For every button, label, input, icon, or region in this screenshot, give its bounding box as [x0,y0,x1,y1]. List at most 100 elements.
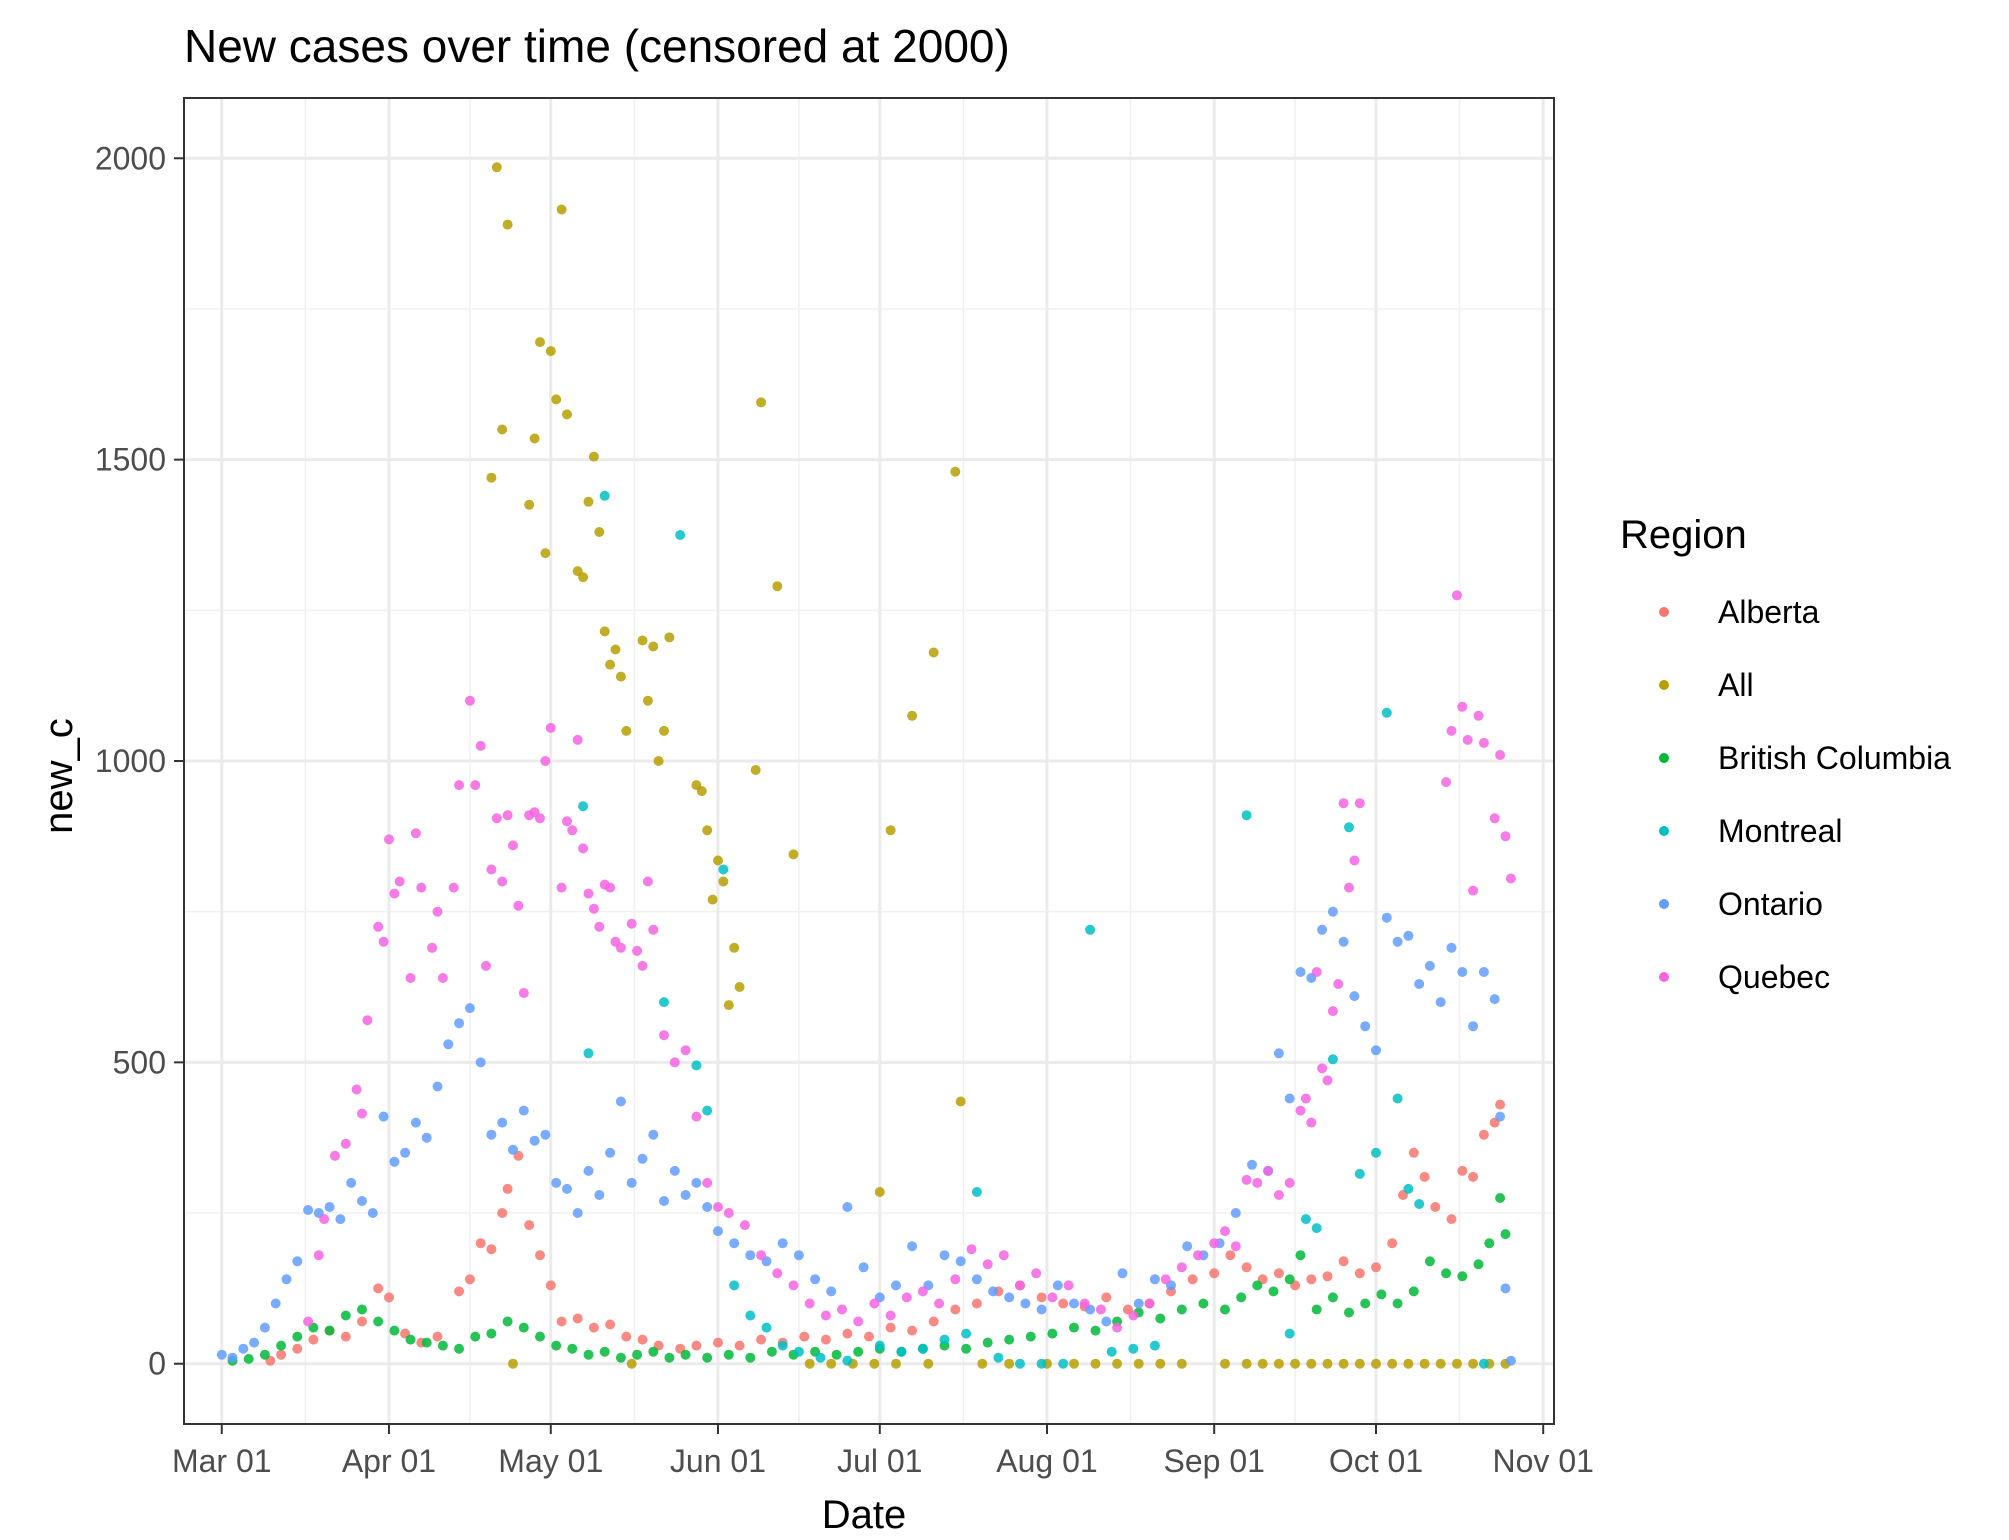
data-point [346,1177,357,1188]
data-point [1133,1298,1144,1309]
data-point [1441,1268,1452,1279]
legend-label: Quebec [1718,959,1830,995]
data-point [842,1202,853,1212]
legend-key [1659,899,1669,909]
data-point [696,786,707,797]
legend-item: British Columbia [1659,740,1951,776]
x-axis-title: Date [822,1493,907,1537]
data-point [588,451,599,462]
series-quebec [303,590,1516,1333]
data-point [1290,1358,1301,1369]
data-point [1306,1358,1317,1369]
data-point [659,1030,669,1041]
data-point [1015,1358,1025,1369]
legend-key [1659,972,1669,982]
data-point [454,1018,465,1029]
data-point [567,1343,578,1354]
data-point [1424,1256,1435,1267]
data-point [330,1150,340,1161]
data-point [928,1316,939,1327]
data-point [1295,967,1306,977]
data-point [1495,750,1506,760]
data-point [1446,1214,1457,1225]
data-point [669,1057,680,1068]
data-point [599,626,610,637]
data-point [680,1349,691,1360]
data-point [729,942,740,953]
data-point [410,1117,421,1128]
data-point [799,1331,810,1342]
data-point [637,1153,648,1164]
data-point [535,1250,545,1261]
data-point [680,1045,691,1056]
data-point [475,1238,486,1249]
data-point [551,1340,562,1351]
data-point [324,1202,335,1212]
data-point [551,394,562,405]
data-point [1241,1262,1252,1273]
data-point [702,1105,713,1116]
x-tick-label: Sep 01 [1163,1443,1264,1479]
data-point [1176,1304,1187,1315]
data-point [421,1132,432,1143]
data-point [1468,1021,1479,1032]
data-point [1430,1202,1441,1212]
data-point [1252,1177,1263,1188]
data-point [432,1081,443,1092]
data-point [594,527,605,537]
data-point [583,496,594,507]
data-point [1338,1358,1349,1369]
series-all [486,162,1511,1369]
legend-key [1659,680,1669,690]
data-point [1500,831,1511,842]
data-point [1473,710,1484,721]
data-point [292,1256,303,1267]
data-point [551,1177,562,1188]
data-point [745,1310,756,1321]
data-point [826,1286,837,1297]
data-point [1155,1358,1166,1369]
data-point [502,810,513,821]
data-point [1446,725,1457,736]
data-point [1457,967,1468,977]
data-point [1090,1358,1101,1369]
data-point [917,1343,928,1354]
data-point [508,840,518,851]
data-point [303,1316,314,1327]
data-point [1036,1358,1047,1369]
data-point [1360,1021,1371,1032]
data-point [788,849,799,860]
data-point [437,1340,448,1351]
data-point [777,1238,788,1249]
legend-key [1659,826,1669,836]
data-point [772,1268,783,1279]
data-point [1025,1331,1036,1342]
data-point [642,876,653,887]
data-point [1327,1292,1338,1303]
data-point [540,548,551,559]
legend-key [1659,607,1669,617]
legend-items: Alberta All British Columbia Montreal Ontari… [1659,594,1951,995]
data-point [637,1334,648,1345]
data-point [1273,1358,1284,1369]
data-point [1241,1174,1252,1185]
data-point [535,813,545,824]
data-point [1403,930,1414,941]
data-point [529,1135,540,1146]
data-point [540,756,551,766]
data-point [340,1331,351,1342]
data-point [1349,991,1360,1002]
data-point [1095,1304,1106,1315]
data-point [1090,1325,1101,1336]
data-point [891,1358,901,1369]
plot-panel [183,97,1555,1425]
y-tick-label: 0 [148,1346,166,1382]
data-point [394,876,405,887]
data-point [357,1196,367,1206]
data-point [1403,1183,1414,1194]
data-point [648,1129,659,1140]
data-point [1495,1111,1506,1122]
data-point [276,1340,287,1351]
data-point [1489,994,1500,1005]
x-tick-label: Nov 01 [1493,1443,1594,1479]
